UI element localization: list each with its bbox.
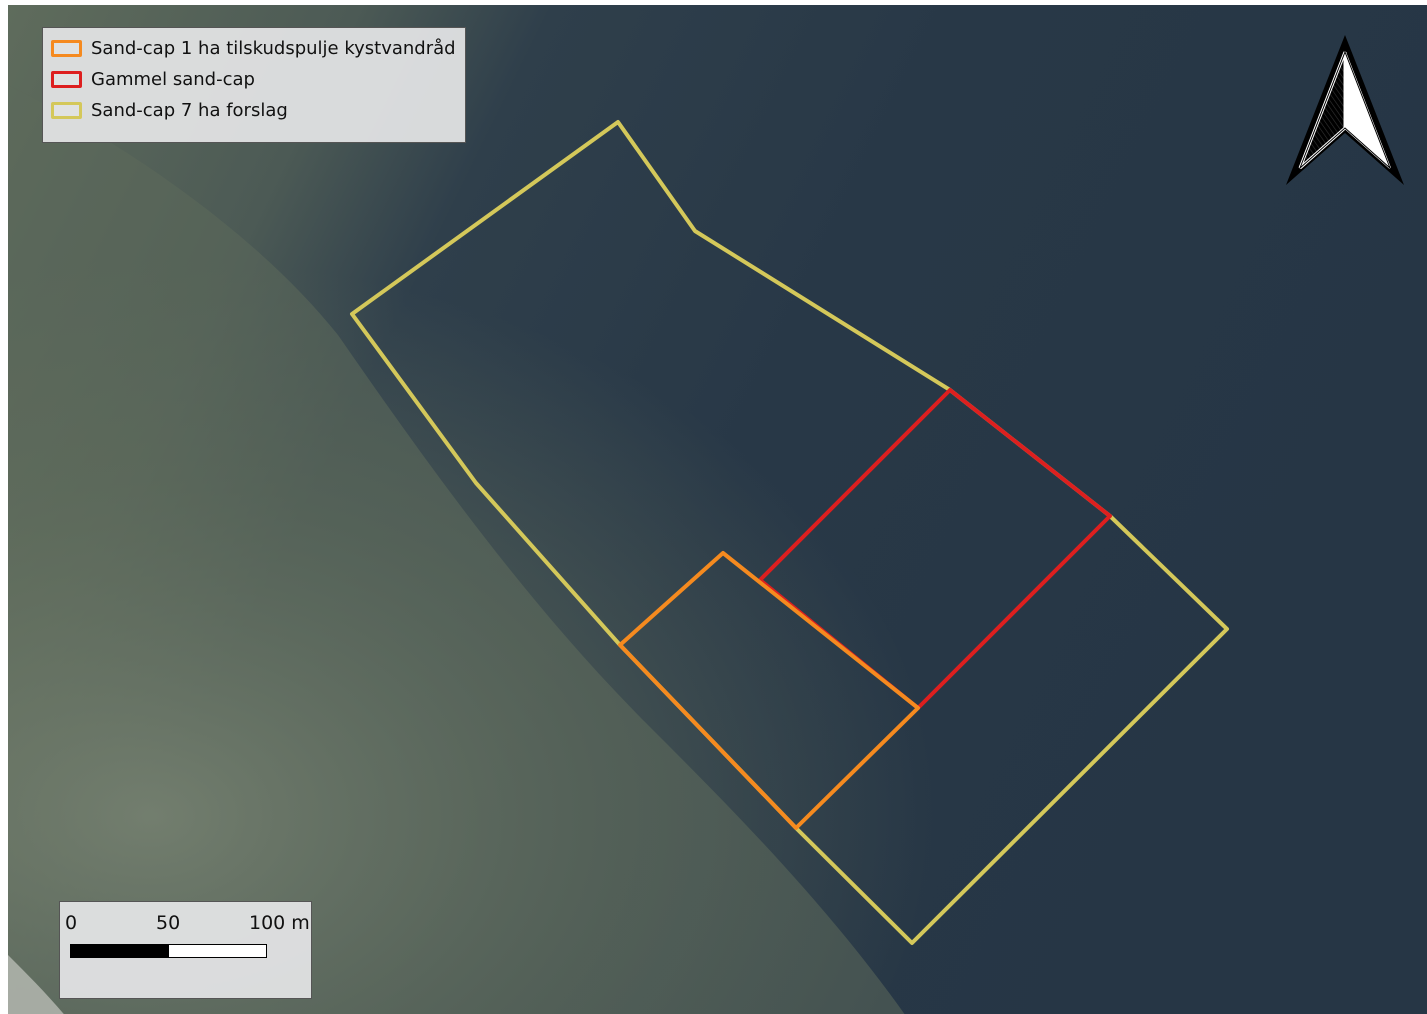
legend-label: Sand-cap 7 ha forslag	[91, 99, 288, 121]
legend-label: Sand-cap 1 ha tilskudspulje kystvandråd	[91, 37, 456, 59]
scale-segment-black	[70, 944, 169, 958]
legend-swatch-sand-cap-7ha	[51, 101, 82, 119]
legend-label: Gammel sand-cap	[91, 68, 255, 90]
legend-item-old-sand-cap: Gammel sand-cap	[51, 67, 255, 91]
sand-cap-1ha-polygon[interactable]	[618, 551, 920, 830]
legend-swatch-old-sand-cap	[51, 70, 82, 88]
scale-label-100m: 100 m	[249, 912, 310, 934]
sand-cap-7ha-polygon[interactable]	[350, 120, 1229, 945]
legend-item-sand-cap-7ha: Sand-cap 7 ha forslag	[51, 98, 288, 122]
legend-item-sand-cap-1ha: Sand-cap 1 ha tilskudspulje kystvandråd	[51, 36, 456, 60]
scale-label-0: 0	[65, 912, 78, 934]
scale-segment-white	[168, 944, 267, 958]
map-frame[interactable]	[8, 5, 1427, 1014]
aerial-map[interactable]	[8, 5, 1427, 1014]
north-arrow-icon	[1280, 30, 1410, 195]
shoreline-strip	[8, 955, 64, 1014]
shoal-highlight	[8, 5, 1427, 1014]
scale-bar: 0 50 100 m	[59, 901, 312, 999]
map-legend: Sand-cap 1 ha tilskudspulje kystvandråd …	[42, 27, 466, 143]
legend-swatch-sand-cap-1ha	[51, 39, 82, 57]
scale-label-50: 50	[156, 912, 181, 934]
